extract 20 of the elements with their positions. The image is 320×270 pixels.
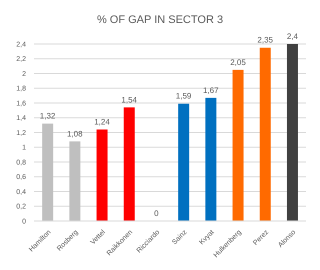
data-label: 1,24: [94, 118, 110, 127]
bar: [178, 104, 190, 221]
data-label: 2,35: [257, 36, 274, 45]
data-label: 2,4: [286, 32, 299, 41]
bar: [96, 130, 108, 221]
bar: [124, 107, 135, 221]
data-label: 2,05: [230, 58, 246, 67]
data-label: 1,59: [176, 92, 192, 101]
bar: [42, 124, 54, 221]
chart-title: % OF GAP IN SECTOR 3: [96, 13, 224, 26]
bar: [286, 44, 298, 221]
bar: [69, 141, 80, 221]
data-label: 0: [154, 209, 160, 218]
data-label: 1,67: [203, 86, 220, 95]
data-label: 1,54: [121, 95, 138, 104]
data-label: 1,32: [40, 112, 56, 121]
data-label: 1,08: [67, 129, 84, 138]
bar: [260, 48, 271, 221]
bar: [232, 70, 244, 221]
bar: [205, 98, 216, 221]
